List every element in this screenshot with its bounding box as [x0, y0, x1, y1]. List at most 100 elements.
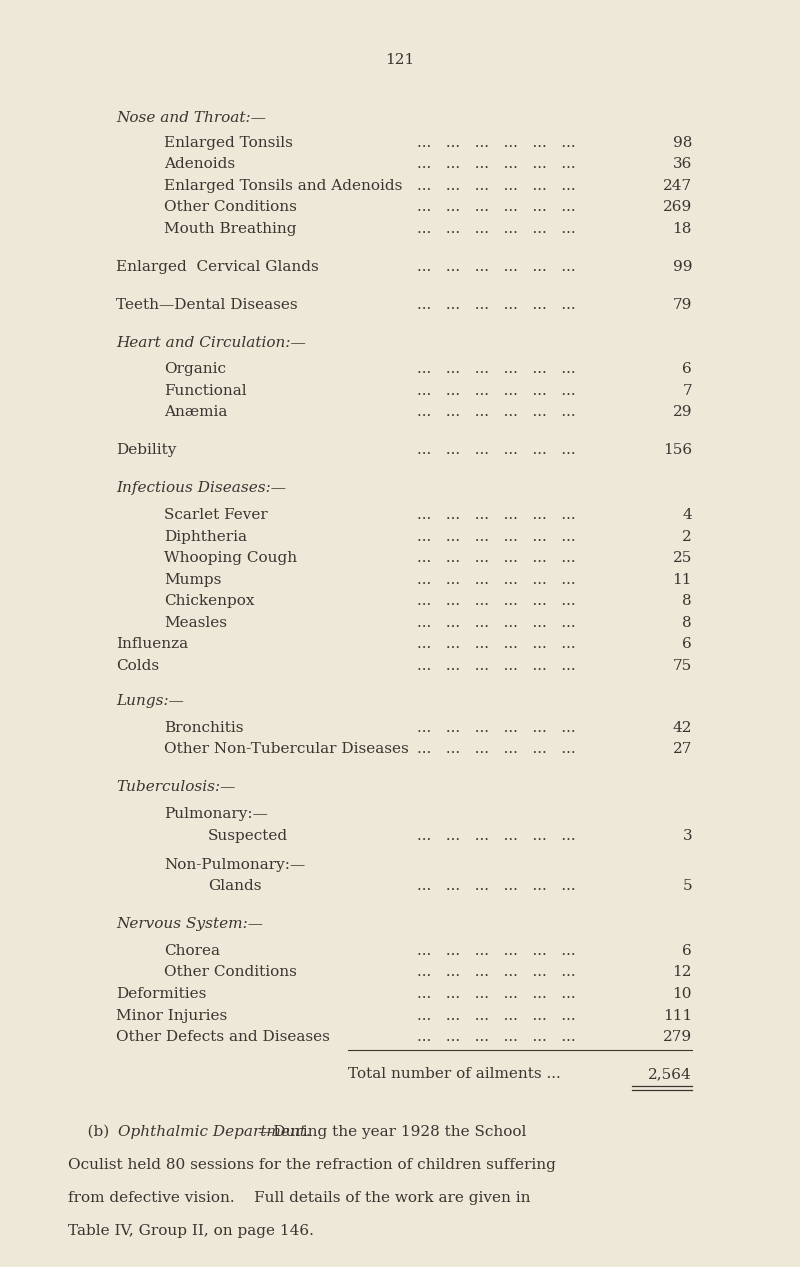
Text: ...   ...   ...   ...   ...   ...: ... ... ... ... ... ...: [418, 530, 576, 544]
Text: Tuberculosis:—: Tuberculosis:—: [116, 780, 235, 794]
Text: 121: 121: [386, 53, 414, 67]
Text: 156: 156: [663, 443, 692, 457]
Text: ...   ...   ...   ...   ...   ...: ... ... ... ... ... ...: [418, 879, 576, 893]
Text: Oculist held 80 sessions for the refraction of children suffering: Oculist held 80 sessions for the refract…: [68, 1158, 556, 1172]
Text: Bronchitis: Bronchitis: [164, 721, 243, 735]
Text: ...   ...   ...   ...   ...   ...: ... ... ... ... ... ...: [418, 829, 576, 843]
Text: ...   ...   ...   ...   ...   ...: ... ... ... ... ... ...: [418, 742, 576, 756]
Text: Nervous System:—: Nervous System:—: [116, 917, 263, 931]
Text: ...   ...   ...   ...   ...   ...: ... ... ... ... ... ...: [418, 594, 576, 608]
Text: 6: 6: [682, 944, 692, 958]
Text: Nose and Throat:—: Nose and Throat:—: [116, 111, 266, 125]
Text: Other Defects and Diseases: Other Defects and Diseases: [116, 1030, 330, 1044]
Text: 4: 4: [682, 508, 692, 522]
Text: 75: 75: [673, 659, 692, 673]
Text: ...   ...   ...   ...   ...   ...: ... ... ... ... ... ...: [418, 551, 576, 565]
Text: Enlarged Tonsils: Enlarged Tonsils: [164, 136, 293, 150]
Text: ...   ...   ...   ...   ...   ...: ... ... ... ... ... ...: [418, 965, 576, 979]
Text: Minor Injuries: Minor Injuries: [116, 1009, 227, 1022]
Text: 10: 10: [673, 987, 692, 1001]
Text: ...   ...   ...   ...   ...   ...: ... ... ... ... ... ...: [418, 443, 576, 457]
Text: 42: 42: [673, 721, 692, 735]
Text: ...   ...   ...   ...   ...   ...: ... ... ... ... ... ...: [418, 1030, 576, 1044]
Text: ...   ...   ...   ...   ...   ...: ... ... ... ... ... ...: [418, 222, 576, 236]
Text: 5: 5: [682, 879, 692, 893]
Text: 25: 25: [673, 551, 692, 565]
Text: 247: 247: [663, 179, 692, 193]
Text: ...   ...   ...   ...   ...   ...: ... ... ... ... ... ...: [418, 637, 576, 651]
Text: Enlarged  Cervical Glands: Enlarged Cervical Glands: [116, 260, 318, 274]
Text: ...   ...   ...   ...   ...   ...: ... ... ... ... ... ...: [418, 260, 576, 274]
Text: 98: 98: [673, 136, 692, 150]
Text: 99: 99: [673, 260, 692, 274]
Text: ...   ...   ...   ...   ...   ...: ... ... ... ... ... ...: [418, 157, 576, 171]
Text: 79: 79: [673, 298, 692, 312]
Text: 2,564: 2,564: [648, 1067, 692, 1081]
Text: Other Non-Tubercular Diseases: Other Non-Tubercular Diseases: [164, 742, 409, 756]
Text: 7: 7: [682, 384, 692, 398]
Text: 11: 11: [673, 573, 692, 587]
Text: 8: 8: [682, 594, 692, 608]
Text: 12: 12: [673, 965, 692, 979]
Text: ...   ...   ...   ...   ...   ...: ... ... ... ... ... ...: [418, 573, 576, 587]
Text: ...   ...   ...   ...   ...   ...: ... ... ... ... ... ...: [418, 298, 576, 312]
Text: Scarlet Fever: Scarlet Fever: [164, 508, 268, 522]
Text: Lungs:—: Lungs:—: [116, 694, 184, 708]
Text: 18: 18: [673, 222, 692, 236]
Text: Pulmonary:—: Pulmonary:—: [164, 807, 268, 821]
Text: ...   ...   ...   ...   ...   ...: ... ... ... ... ... ...: [418, 1009, 576, 1022]
Text: Suspected: Suspected: [208, 829, 288, 843]
Text: ...   ...   ...   ...   ...   ...: ... ... ... ... ... ...: [418, 659, 576, 673]
Text: Total number of ailments ...: Total number of ailments ...: [348, 1067, 561, 1081]
Text: ...   ...   ...   ...   ...   ...: ... ... ... ... ... ...: [418, 200, 576, 214]
Text: Mumps: Mumps: [164, 573, 222, 587]
Text: Table IV, Group II, on page 146.: Table IV, Group II, on page 146.: [68, 1224, 314, 1238]
Text: 27: 27: [673, 742, 692, 756]
Text: ...   ...   ...   ...   ...   ...: ... ... ... ... ... ...: [418, 384, 576, 398]
Text: Anæmia: Anæmia: [164, 405, 227, 419]
Text: 111: 111: [662, 1009, 692, 1022]
Text: ...   ...   ...   ...   ...   ...: ... ... ... ... ... ...: [418, 944, 576, 958]
Text: Mouth Breathing: Mouth Breathing: [164, 222, 297, 236]
Text: (b): (b): [68, 1125, 114, 1139]
Text: 279: 279: [663, 1030, 692, 1044]
Text: Glands: Glands: [208, 879, 262, 893]
Text: 2: 2: [682, 530, 692, 544]
Text: Organic: Organic: [164, 362, 226, 376]
Text: 6: 6: [682, 637, 692, 651]
Text: Teeth—Dental Diseases: Teeth—Dental Diseases: [116, 298, 298, 312]
Text: Whooping Cough: Whooping Cough: [164, 551, 297, 565]
Text: 3: 3: [682, 829, 692, 843]
Text: Ophthalmic Department.: Ophthalmic Department.: [118, 1125, 310, 1139]
Text: Enlarged Tonsils and Adenoids: Enlarged Tonsils and Adenoids: [164, 179, 402, 193]
Text: Debility: Debility: [116, 443, 176, 457]
Text: Heart and Circulation:—: Heart and Circulation:—: [116, 336, 306, 350]
Text: ...   ...   ...   ...   ...   ...: ... ... ... ... ... ...: [418, 616, 576, 630]
Text: ...   ...   ...   ...   ...   ...: ... ... ... ... ... ...: [418, 508, 576, 522]
Text: 8: 8: [682, 616, 692, 630]
Text: ...   ...   ...   ...   ...   ...: ... ... ... ... ... ...: [418, 721, 576, 735]
Text: Chorea: Chorea: [164, 944, 220, 958]
Text: Diphtheria: Diphtheria: [164, 530, 247, 544]
Text: ...   ...   ...   ...   ...   ...: ... ... ... ... ... ...: [418, 987, 576, 1001]
Text: 36: 36: [673, 157, 692, 171]
Text: Infectious Diseases:—: Infectious Diseases:—: [116, 481, 286, 495]
Text: Adenoids: Adenoids: [164, 157, 235, 171]
Text: Chickenpox: Chickenpox: [164, 594, 254, 608]
Text: 6: 6: [682, 362, 692, 376]
Text: from defective vision.    Full details of the work are given in: from defective vision. Full details of t…: [68, 1191, 530, 1205]
Text: ...   ...   ...   ...   ...   ...: ... ... ... ... ... ...: [418, 179, 576, 193]
Text: Non-Pulmonary:—: Non-Pulmonary:—: [164, 858, 306, 872]
Text: Other Conditions: Other Conditions: [164, 965, 297, 979]
Text: ...   ...   ...   ...   ...   ...: ... ... ... ... ... ...: [418, 405, 576, 419]
Text: —During the year 1928 the School: —During the year 1928 the School: [258, 1125, 526, 1139]
Text: Functional: Functional: [164, 384, 246, 398]
Text: Other Conditions: Other Conditions: [164, 200, 297, 214]
Text: ...   ...   ...   ...   ...   ...: ... ... ... ... ... ...: [418, 136, 576, 150]
Text: 269: 269: [662, 200, 692, 214]
Text: 29: 29: [673, 405, 692, 419]
Text: ...   ...   ...   ...   ...   ...: ... ... ... ... ... ...: [418, 362, 576, 376]
Text: Colds: Colds: [116, 659, 159, 673]
Text: Measles: Measles: [164, 616, 227, 630]
Text: Influenza: Influenza: [116, 637, 188, 651]
